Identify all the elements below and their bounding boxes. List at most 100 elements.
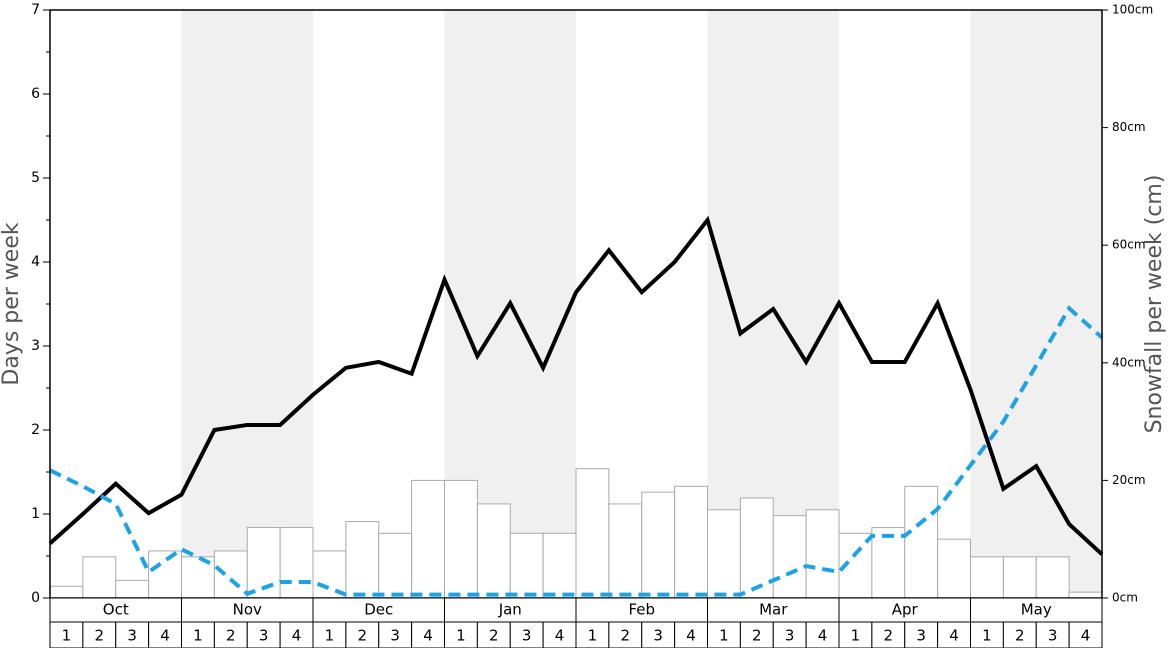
- month-label: Dec: [364, 601, 393, 619]
- week-label: 3: [653, 627, 663, 645]
- week-cell: [246, 621, 281, 648]
- week-label: 1: [62, 627, 72, 645]
- week-cell: [181, 621, 215, 648]
- week-label: 2: [489, 627, 499, 645]
- week-cell: [542, 621, 577, 648]
- y-tick-label: 4: [31, 254, 40, 270]
- bar: [575, 468, 610, 599]
- week-label: 1: [588, 627, 598, 645]
- week-cell: [739, 621, 774, 648]
- month-label: Nov: [233, 601, 262, 619]
- bar: [707, 509, 741, 599]
- week-cell: [49, 621, 84, 648]
- week-label: 2: [226, 627, 236, 645]
- y2-axis-label: Snowfall per week (cm): [1142, 175, 1167, 434]
- bar: [739, 497, 774, 599]
- week-cell: [279, 621, 314, 648]
- y-tick-label: 2: [31, 422, 40, 438]
- week-label: 2: [752, 627, 762, 645]
- week-label: 2: [884, 627, 894, 645]
- week-cell: [1068, 621, 1103, 648]
- month-cell: [312, 597, 445, 623]
- y-axis-label: Days per week: [0, 222, 24, 385]
- bar: [608, 503, 643, 599]
- week-cell: [608, 621, 643, 648]
- week-label: 4: [949, 627, 959, 645]
- bar: [1002, 556, 1037, 599]
- bar: [542, 532, 577, 599]
- week-label: 1: [982, 627, 992, 645]
- bar: [411, 479, 445, 599]
- bar: [509, 532, 544, 599]
- week-cell: [444, 621, 478, 648]
- week-cell: [772, 621, 807, 648]
- y2-tick-label: 0cm: [1112, 591, 1138, 605]
- bar: [444, 479, 478, 599]
- bar: [871, 526, 906, 599]
- week-label: 3: [785, 627, 795, 645]
- y2-tick-label: 60cm: [1112, 238, 1146, 252]
- month-band: [181, 10, 313, 598]
- y-tick-label: 5: [31, 170, 40, 186]
- bar: [937, 538, 971, 599]
- y-tick-label: 7: [31, 2, 40, 18]
- week-label: 4: [555, 627, 565, 645]
- y-tick-label: 3: [31, 338, 40, 354]
- week-label: 2: [358, 627, 368, 645]
- month-band: [970, 10, 1102, 598]
- bar: [115, 579, 150, 599]
- bar: [970, 556, 1004, 599]
- week-cell: [871, 621, 906, 648]
- bar: [641, 491, 676, 599]
- bar: [674, 485, 708, 599]
- bar: [805, 509, 840, 599]
- week-label: 2: [1015, 627, 1025, 645]
- week-label: 3: [916, 627, 926, 645]
- week-label: 3: [390, 627, 400, 645]
- week-label: 4: [292, 627, 302, 645]
- y-tick-label: 0: [31, 590, 40, 606]
- week-cell: [82, 621, 117, 648]
- month-label: Feb: [628, 601, 655, 619]
- bar: [148, 550, 182, 599]
- month-cell: [49, 597, 182, 623]
- week-label: 3: [259, 627, 269, 645]
- week-label: 3: [1048, 627, 1058, 645]
- bar: [1068, 591, 1103, 599]
- month-label: Apr: [892, 601, 919, 619]
- bar: [82, 556, 117, 599]
- week-label: 2: [95, 627, 105, 645]
- week-cell: [115, 621, 150, 648]
- y-tick-label: 1: [31, 506, 40, 522]
- week-cell: [411, 621, 445, 648]
- y2-tick-label: 40cm: [1112, 355, 1146, 369]
- week-label: 4: [423, 627, 433, 645]
- month-cell: [970, 597, 1103, 623]
- week-label: 3: [127, 627, 137, 645]
- month-label: Mar: [759, 601, 788, 619]
- week-label: 4: [818, 627, 828, 645]
- week-label: 4: [686, 627, 696, 645]
- week-cell: [937, 621, 971, 648]
- week-label: 1: [456, 627, 466, 645]
- y2-tick-label: 100cm: [1112, 3, 1153, 17]
- week-label: 4: [1081, 627, 1091, 645]
- bar: [1035, 556, 1070, 599]
- week-label: 3: [522, 627, 532, 645]
- week-cell: [1002, 621, 1037, 648]
- week-cell: [575, 621, 610, 648]
- month-label: Jan: [498, 601, 522, 619]
- bar: [378, 532, 413, 599]
- month-label: Oct: [103, 601, 129, 619]
- line-series: [48, 215, 1104, 556]
- month-label: May: [1021, 601, 1052, 619]
- bar: [213, 550, 248, 599]
- bar: [476, 503, 511, 599]
- week-label: 1: [193, 627, 203, 645]
- bar: [772, 515, 807, 599]
- bar: [904, 485, 939, 599]
- y2-tick-label: 20cm: [1112, 473, 1146, 487]
- y2-tick-label: 80cm: [1112, 120, 1146, 134]
- bar: [279, 526, 314, 599]
